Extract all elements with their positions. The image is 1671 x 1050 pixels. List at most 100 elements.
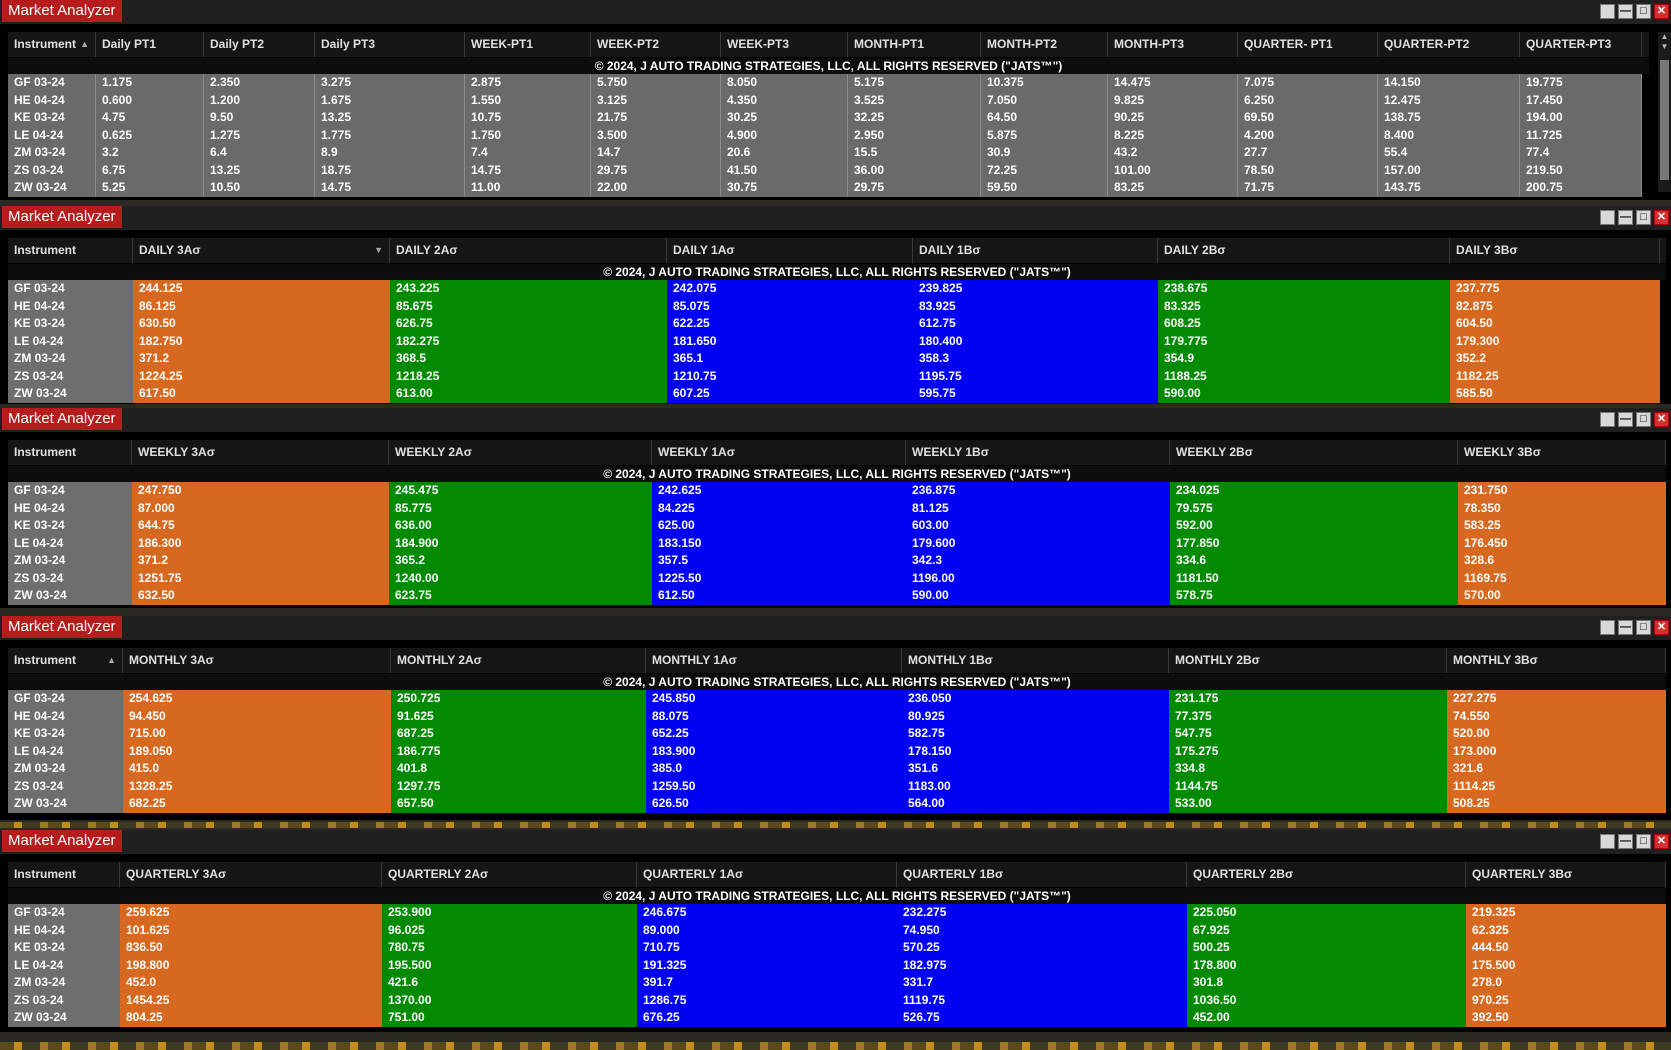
table-row[interactable]: ZW 03-24 682.25 657.50 626.50 564.00 533.00 50… [8,795,1666,813]
table-row[interactable]: ZM 03-24 371.2 368.5 365.1 358.3 354.9 352.2 [8,350,1666,368]
table-row[interactable]: ZW 03-24 804.25 751.00 676.25 526.75 452.00 39… [8,1009,1666,1027]
close-button[interactable]: ✕ [1654,4,1669,19]
column-header[interactable]: DAILY 1Bσ [913,238,1158,263]
column-header[interactable]: WEEKLY 1Bσ [906,440,1170,465]
close-button[interactable]: ✕ [1654,210,1669,225]
table-row[interactable]: ZM 03-24 415.0 401.8 385.0 351.6 334.8 321.6 [8,760,1666,778]
column-header[interactable]: MONTHLY 2Aσ [391,648,646,673]
options-button[interactable] [1600,620,1615,635]
table-row[interactable]: GF 03-24 244.125 243.225 242.075 239.825 238.… [8,280,1666,298]
column-header[interactable]: Instrument ▲ [8,648,123,673]
options-button[interactable] [1600,4,1615,19]
maximize-button[interactable]: □ [1636,412,1651,427]
maximize-button[interactable]: □ [1636,210,1651,225]
table-row[interactable]: ZM 03-24 3.2 6.4 8.9 7.4 14.7 20.6 15.5 30.9 43.2… [8,144,1649,162]
table-row[interactable]: LE 04-24 186.300 184.900 183.150 179.600 177.… [8,534,1666,552]
column-header[interactable]: WEEKLY 2Aσ [389,440,652,465]
table-row[interactable]: ZS 03-24 1251.75 1240.00 1225.50 1196.00 1181… [8,569,1666,587]
column-header[interactable]: WEEKLY 3Aσ [132,440,389,465]
table-row[interactable]: HE 04-24 87.000 85.775 84.225 81.125 79.575 78… [8,499,1666,517]
column-header[interactable]: Instrument [8,238,133,263]
minimize-button[interactable]: — [1618,620,1633,635]
column-header[interactable]: DAILY 2Aσ [390,238,667,263]
column-header[interactable]: DAILY 3Bσ [1450,238,1660,263]
title-bar[interactable]: Market Analyzer — □ ✕ [0,830,1671,854]
column-header[interactable]: WEEK-PT3 [721,32,848,57]
table-row[interactable]: ZM 03-24 371.2 365.2 357.5 342.3 334.6 328.6 [8,552,1666,570]
column-header[interactable]: QUARTERLY 3Bσ [1466,862,1666,887]
maximize-button[interactable]: □ [1636,4,1651,19]
scroll-up-icon[interactable]: ▲ [1660,32,1669,41]
column-header[interactable]: QUARTERLY 1Bσ [897,862,1187,887]
minimize-button[interactable]: — [1618,210,1633,225]
maximize-button[interactable]: □ [1636,834,1651,849]
maximize-button[interactable]: □ [1636,620,1651,635]
table-row[interactable]: ZW 03-24 632.50 623.75 612.50 590.00 578.75 57… [8,587,1666,605]
table-row[interactable]: GF 03-24 254.625 250.725 245.850 236.050 231.… [8,690,1666,708]
table-row[interactable]: LE 04-24 189.050 186.775 183.900 178.150 175.… [8,742,1666,760]
column-header[interactable]: Instrument [8,440,132,465]
column-header[interactable]: QUARTERLY 2Bσ [1187,862,1466,887]
table-row[interactable]: GF 03-24 259.625 253.900 246.675 232.275 225.… [8,904,1666,922]
column-header[interactable]: MONTH-PT2 [981,32,1108,57]
vertical-scrollbar[interactable]: ▲ ▼ [1658,32,1671,192]
table-row[interactable]: ZS 03-24 1224.25 1218.25 1210.75 1195.75 1188… [8,367,1666,385]
column-header[interactable]: QUARTERLY 1Aσ [637,862,897,887]
table-row[interactable]: KE 03-24 836.50 780.75 710.75 570.25 500.25 44… [8,939,1666,957]
close-button[interactable]: ✕ [1654,412,1669,427]
table-row[interactable]: HE 04-24 86.125 85.675 85.075 83.925 83.325 82… [8,297,1666,315]
table-row[interactable]: KE 03-24 4.75 9.50 13.25 10.75 21.75 30.25 32.2… [8,109,1649,127]
table-row[interactable]: LE 04-24 182.750 182.275 181.650 180.400 179.… [8,332,1666,350]
title-bar[interactable]: Market Analyzer — □ ✕ [0,206,1671,230]
table-row[interactable]: ZM 03-24 452.0 421.6 391.7 331.7 301.8 278.0 [8,974,1666,992]
column-header[interactable]: MONTH-PT3 [1108,32,1238,57]
table-row[interactable]: ZW 03-24 5.25 10.50 14.75 11.00 22.00 30.75 29.… [8,179,1649,197]
table-row[interactable]: GF 03-24 1.175 2.350 3.275 2.875 5.750 8.050 5.… [8,74,1649,92]
column-header[interactable]: WEEKLY 1Aσ [652,440,906,465]
column-header[interactable]: Daily PT3 [315,32,465,57]
scroll-thumb[interactable] [1660,60,1669,180]
column-header[interactable]: MONTHLY 3Aσ [123,648,391,673]
table-row[interactable]: ZS 03-24 1328.25 1297.75 1259.50 1183.00 1144… [8,777,1666,795]
column-header[interactable]: Instrument ▲ [8,32,96,57]
table-row[interactable]: ZS 03-24 1454.25 1370.00 1286.75 1119.75 1036… [8,991,1666,1009]
column-header[interactable]: MONTHLY 2Bσ [1169,648,1447,673]
column-header[interactable]: QUARTERLY 2Aσ [382,862,637,887]
table-row[interactable]: LE 04-24 0.625 1.275 1.775 1.750 3.500 4.900 2.… [8,126,1649,144]
title-bar[interactable]: Market Analyzer — □ ✕ [0,0,1671,24]
options-button[interactable] [1600,834,1615,849]
table-row[interactable]: HE 04-24 0.600 1.200 1.675 1.550 3.125 4.350 3.… [8,91,1649,109]
column-header[interactable]: DAILY 1Aσ [667,238,913,263]
column-header[interactable]: WEEK-PT1 [465,32,591,57]
title-bar[interactable]: Market Analyzer — □ ✕ [0,616,1671,640]
column-header[interactable]: QUARTER- PT1 [1238,32,1378,57]
column-header[interactable]: Instrument [8,862,120,887]
close-button[interactable]: ✕ [1654,834,1669,849]
table-row[interactable]: ZS 03-24 6.75 13.25 18.75 14.75 29.75 41.50 36.… [8,161,1649,179]
column-header[interactable]: Daily PT1 [96,32,204,57]
column-header[interactable]: WEEK-PT2 [591,32,721,57]
table-row[interactable]: ZW 03-24 617.50 613.00 607.25 595.75 590.00 58… [8,385,1666,403]
scroll-down-icon[interactable]: ▼ [1660,42,1669,51]
column-header[interactable]: QUARTER-PT3 [1520,32,1642,57]
column-header[interactable]: MONTHLY 1Bσ [902,648,1169,673]
minimize-button[interactable]: — [1618,834,1633,849]
column-header[interactable]: WEEKLY 3Bσ [1458,440,1666,465]
column-header[interactable]: MONTH-PT1 [848,32,981,57]
table-row[interactable]: KE 03-24 644.75 636.00 625.00 603.00 592.00 58… [8,517,1666,535]
table-row[interactable]: LE 04-24 198.800 195.500 191.325 182.975 178.… [8,956,1666,974]
minimize-button[interactable]: — [1618,412,1633,427]
title-bar[interactable]: Market Analyzer — □ ✕ [0,408,1671,432]
options-button[interactable] [1600,210,1615,225]
table-row[interactable]: HE 04-24 94.450 91.625 88.075 80.925 77.375 74… [8,707,1666,725]
close-button[interactable]: ✕ [1654,620,1669,635]
table-row[interactable]: GF 03-24 247.750 245.475 242.625 236.875 234.… [8,482,1666,500]
column-header[interactable]: DAILY 2Bσ [1158,238,1450,263]
options-button[interactable] [1600,412,1615,427]
table-row[interactable]: KE 03-24 715.00 687.25 652.25 582.75 547.75 52… [8,725,1666,743]
table-row[interactable]: KE 03-24 630.50 626.75 622.25 612.75 608.25 60… [8,315,1666,333]
table-row[interactable]: HE 04-24 101.625 96.025 89.000 74.950 67.925 6… [8,921,1666,939]
column-header[interactable]: WEEKLY 2Bσ [1170,440,1458,465]
column-header[interactable]: QUARTER-PT2 [1378,32,1520,57]
column-header[interactable]: QUARTERLY 3Aσ [120,862,382,887]
